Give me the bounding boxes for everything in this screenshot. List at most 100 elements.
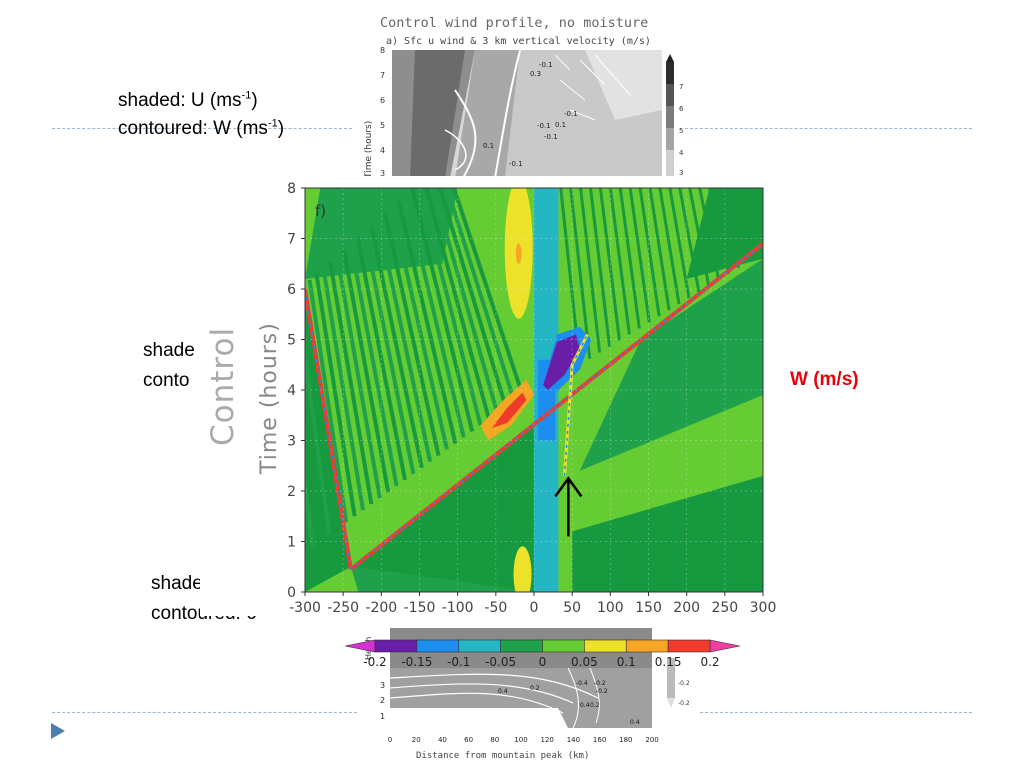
y-tick-label: 7: [287, 232, 296, 248]
bottom-xtick: 160: [593, 736, 606, 744]
y-tick-label: 3: [287, 434, 296, 450]
top-ytick: 7: [380, 71, 385, 80]
colorbar-tick-label: 0: [539, 655, 547, 666]
front-line-edge: [563, 334, 589, 476]
wave-streak-right: [727, 188, 750, 263]
annotation-arrow-head: [554, 476, 583, 498]
wave-streak: [305, 404, 324, 541]
top-contour-label: 0.1: [555, 121, 566, 129]
wave-streak: [431, 188, 500, 414]
y-tick-label: 0: [287, 585, 296, 601]
wave-streak-right: [618, 188, 641, 329]
colorbar-tick-label: 0.1: [617, 655, 636, 666]
main-chart: Control Time (hours) f) 0 1 2 3 4 5 6 7 8 -300 -2…: [200, 176, 790, 669]
wave-streak-right: [718, 188, 741, 269]
top-contour-label: -0.1: [539, 61, 553, 69]
colorbar: -0.2 -0.15 -0.1 -0.05 0 0.05 0.1 0.15 0.2: [344, 639, 741, 669]
panel-label: f): [315, 202, 326, 220]
next-slide-icon[interactable]: [50, 722, 66, 740]
top-contour-label: 0.1: [483, 142, 494, 150]
x-tick-label: -250: [327, 600, 359, 616]
wave-streak-right: [708, 188, 731, 275]
wave-streak-right: [688, 188, 711, 287]
colorbar-tick-label: -0.15: [401, 655, 432, 666]
x-tick-label: -100: [442, 600, 474, 616]
bottom-contour-labels: 0.4 0.2 -0.4 -0.2 -0.2 0.4 0.2 0.4: [498, 680, 640, 726]
x-ticks: -300 -250 -200 -150 -100 -50 0 50 100 150 200 250 30…: [289, 592, 776, 616]
heatmap-field: [305, 188, 763, 592]
wave-streak-right: [579, 188, 602, 353]
colorbar-end-high: [709, 639, 741, 653]
w-units-label: W (m/s): [790, 369, 859, 390]
wave-streak: [362, 231, 416, 475]
wave-streak: [376, 218, 433, 463]
label-w-close: ): [277, 118, 285, 139]
colorbar-tick-label: -0.1: [447, 655, 470, 666]
heating-core: [492, 392, 527, 428]
bottom-contour-label: 0.4: [498, 688, 508, 695]
label-w-contoured-text: contoured: W (ms: [118, 118, 268, 139]
bottom-yticks: 3 2 1: [380, 681, 385, 721]
label-u-sup: -1: [241, 89, 252, 102]
bottom-colorbar-tick: -0.2: [678, 680, 690, 687]
top-ytick: 6: [380, 96, 385, 105]
top-contour-label: -0.1: [509, 160, 523, 168]
bottom-colorbar-tick: -0.2: [678, 700, 690, 707]
top-ytick: 3: [380, 169, 385, 178]
front-line: [349, 241, 763, 571]
wave-streak-right: [638, 188, 661, 317]
bottom-ytick: 2: [380, 696, 385, 705]
top-ytick: 5: [380, 121, 385, 130]
wave-streak-right: [588, 188, 612, 347]
y-tick-label: 8: [287, 181, 296, 197]
colorbar-segment: [458, 639, 501, 653]
top-contour-label: -0.1: [544, 133, 558, 141]
x-tick-label: 100: [597, 600, 624, 616]
wave-streak: [403, 194, 466, 438]
region-lower-band: [350, 566, 534, 592]
wave-streak-right: [569, 188, 592, 359]
bottom-contour-label: 0.4: [630, 719, 640, 726]
guide-line-bottom-left: [52, 712, 357, 713]
bottom-xtick: 180: [619, 736, 632, 744]
x-tick-label: -300: [289, 600, 321, 616]
wave-streak: [307, 279, 349, 523]
colorbar-segment: [416, 639, 460, 653]
wave-streak: [355, 237, 407, 481]
row-label: Control: [205, 327, 241, 446]
top-yticks: 8 7 6 5 4 3: [380, 46, 385, 178]
top-colorbar-tick: 5: [679, 127, 683, 135]
top-ytick: 8: [380, 46, 385, 55]
label-u-shaded-text: shaded: U (ms: [118, 90, 242, 111]
bottom-xtick: 0: [388, 736, 392, 744]
bottom-xlabel: Distance from mountain peak (km): [416, 751, 589, 761]
bottom-contour-label: 0.4: [580, 702, 590, 709]
wave-streak: [314, 273, 357, 517]
x-tick-label: 200: [673, 600, 700, 616]
colorbar-segment: [374, 639, 418, 653]
updraft-core: [515, 243, 522, 264]
bottom-contour-label: -0.4: [576, 680, 588, 687]
bottom-xticks: 0 20 40 60 80 100 120 140 160 180 200: [388, 736, 659, 744]
x-tick-label: 50: [563, 600, 581, 616]
y-tick-label: 6: [287, 282, 296, 298]
x-tick-label: -200: [365, 600, 397, 616]
wave-streak: [335, 255, 382, 499]
wave-streak: [383, 212, 441, 457]
top-figure: Control wind profile, no moisture a) Sfc…: [355, 10, 685, 179]
bottom-xtick: 120: [541, 736, 554, 744]
wave-streak: [424, 188, 491, 420]
guide-line-bottom-right: [700, 712, 972, 713]
colorbar-segment: [667, 639, 711, 653]
wave-streak: [305, 343, 332, 535]
colorbar-tick-label: -0.2: [363, 655, 386, 666]
top-ylabel: Time (hours): [364, 121, 374, 178]
wave-streak: [438, 188, 508, 408]
bottom-xtick: 20: [412, 736, 421, 744]
top-ytick: 4: [380, 146, 385, 155]
x-tick-label: -150: [404, 600, 436, 616]
bottom-xtick: 140: [567, 736, 580, 744]
top-colorbar-tick: 7: [679, 83, 683, 91]
top-figure-subtitle: a) Sfc u wind & 3 km vertical velocity (…: [386, 36, 651, 47]
colorbar-segment: [625, 639, 669, 653]
